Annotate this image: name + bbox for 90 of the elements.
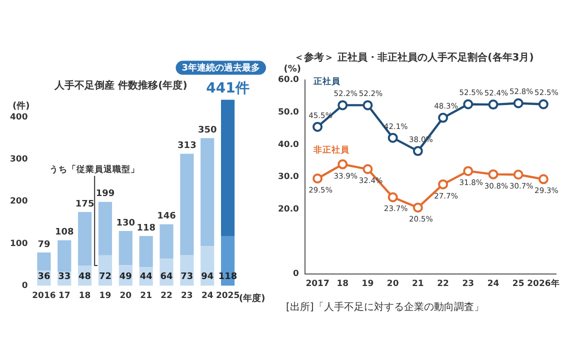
series-label: 正社員 bbox=[312, 76, 342, 88]
y-tick-label: 400 bbox=[10, 112, 28, 122]
point bbox=[338, 100, 348, 110]
x-tick-label: 20 bbox=[386, 279, 399, 290]
x-tick-label: 23 bbox=[462, 279, 474, 290]
data-label: 64 bbox=[160, 272, 173, 282]
total-label: 79 bbox=[38, 240, 50, 250]
total-label: 199 bbox=[96, 189, 115, 200]
x-tick-label: 20 bbox=[120, 291, 132, 302]
point bbox=[362, 100, 373, 110]
point bbox=[513, 170, 524, 180]
data-label: 36 bbox=[38, 272, 50, 282]
total-label: 175 bbox=[75, 199, 94, 210]
data-label: 72 bbox=[98, 272, 112, 282]
x-tick-label: 21 bbox=[140, 291, 152, 302]
chart-title: ＜参考＞ 正社員・非正社員の人手不足割合(各年3月) bbox=[294, 52, 534, 64]
x-tick-label: 22 bbox=[160, 291, 172, 302]
bar bbox=[98, 202, 112, 256]
point bbox=[312, 174, 323, 184]
total-label: 108 bbox=[54, 228, 74, 238]
text: うち「従業員退職型」 bbox=[50, 164, 140, 176]
total-label: 118 bbox=[136, 223, 156, 234]
y-tick-label: 300 bbox=[10, 154, 28, 164]
y-axis-title: (%) bbox=[284, 64, 301, 74]
point bbox=[412, 202, 423, 213]
x-tick-label: 18 bbox=[78, 291, 91, 302]
bar bbox=[220, 100, 235, 236]
point bbox=[488, 169, 498, 180]
bar bbox=[160, 224, 174, 259]
point bbox=[388, 192, 398, 202]
y-tick-label: 0 bbox=[293, 269, 300, 280]
data-label: 94 bbox=[201, 272, 214, 282]
x-tick-label: 23 bbox=[181, 291, 193, 302]
y-axis-title: (件) bbox=[12, 100, 30, 112]
x-tick-label: 22 bbox=[437, 279, 450, 290]
x-tick-label: 24 bbox=[487, 279, 500, 290]
x-tick-label: 21 bbox=[412, 279, 424, 290]
x-axis-title: (年度) bbox=[239, 293, 266, 304]
x-tick-label: 18 bbox=[336, 279, 349, 290]
data-label: 33 bbox=[58, 272, 71, 282]
total-label: 441件 bbox=[206, 80, 250, 96]
x-tick-label: 2017 bbox=[306, 279, 330, 290]
x-tick-label: 2026年 bbox=[527, 278, 560, 290]
text: 3年連続の過去最多 bbox=[182, 62, 260, 74]
x-tick-label: 19 bbox=[362, 279, 374, 290]
point bbox=[538, 174, 548, 184]
point bbox=[438, 179, 448, 190]
total-label: 146 bbox=[157, 212, 176, 222]
bar bbox=[78, 212, 92, 266]
data-label: 49 bbox=[119, 272, 132, 282]
bar bbox=[139, 236, 153, 268]
total-label: 130 bbox=[116, 218, 136, 228]
y-tick-label: 200 bbox=[10, 196, 28, 207]
point bbox=[463, 166, 474, 176]
bar bbox=[58, 240, 72, 272]
y-tick-label: 20.0 bbox=[278, 204, 300, 214]
bar bbox=[180, 154, 194, 256]
point bbox=[463, 99, 474, 110]
y-tick-label: 0 bbox=[22, 281, 28, 292]
point bbox=[538, 99, 548, 110]
x-tick-label: 24 bbox=[201, 291, 214, 302]
y-tick-label: 30.0 bbox=[278, 172, 300, 182]
data-label: 44 bbox=[140, 272, 152, 282]
x-tick-label: 19 bbox=[99, 291, 112, 302]
point bbox=[362, 164, 373, 174]
y-tick-label: 50.0 bbox=[278, 108, 300, 118]
series-label: 非正社員 bbox=[312, 144, 351, 156]
x-tick-label: 2016 bbox=[32, 291, 56, 302]
point bbox=[312, 122, 323, 132]
y-tick-label: 60.0 bbox=[278, 75, 300, 86]
point bbox=[388, 132, 398, 143]
bar bbox=[118, 230, 132, 266]
y-tick-label: 40.0 bbox=[278, 140, 300, 150]
text: [出所]「人手不足に対する企業の動向調査」 bbox=[286, 300, 485, 314]
chart-title: 人手不足倒産 件数推移(年度) bbox=[54, 80, 188, 92]
point bbox=[513, 98, 524, 108]
data-label: 73 bbox=[180, 272, 194, 282]
bar bbox=[200, 138, 214, 246]
total-label: 313 bbox=[178, 141, 196, 152]
x-tick-label: 2025 bbox=[216, 291, 240, 302]
bar bbox=[37, 252, 51, 271]
point bbox=[412, 146, 423, 156]
point bbox=[338, 159, 348, 170]
x-tick-label: 17 bbox=[58, 291, 70, 302]
total-label: 350 bbox=[198, 126, 217, 136]
x-tick-label: 25 bbox=[512, 279, 524, 290]
point bbox=[438, 112, 448, 123]
data-label: 48 bbox=[78, 272, 92, 282]
y-tick-label: 100 bbox=[10, 238, 28, 249]
point bbox=[488, 100, 498, 110]
